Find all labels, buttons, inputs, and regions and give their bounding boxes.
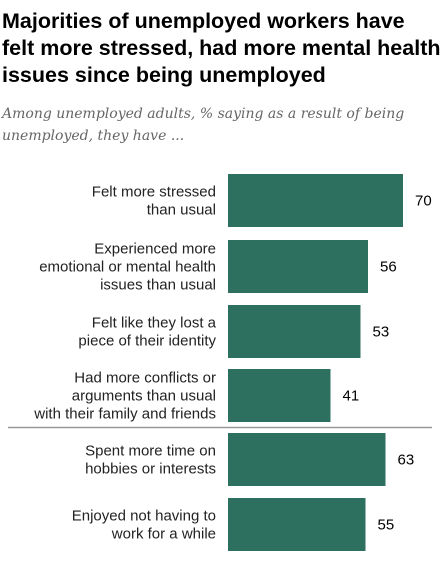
bar-chart: 70 Felt more stressed than usual 56 Experien… — [8, 174, 432, 551]
data-label: 70 — [415, 193, 432, 210]
data-label: 63 — [398, 452, 415, 469]
data-label: 53 — [373, 324, 390, 341]
category-label: Spent more time on hobbies or interests — [85, 443, 216, 478]
category-label: Enjoyed not having to work for a while — [72, 508, 216, 543]
bar — [228, 305, 361, 358]
chart-title: Majorities of unemployed workers have fe… — [2, 9, 441, 87]
data-label: 56 — [380, 259, 397, 276]
chart-subtitle: Among unemployed adults, % saying as a r… — [2, 106, 405, 144]
category-label: Felt like they lost a piece of their iden… — [78, 315, 216, 350]
bar — [228, 174, 403, 227]
bar — [228, 433, 386, 486]
category-label: Felt more stressed than usual — [92, 184, 216, 219]
bar — [228, 240, 368, 293]
bar — [228, 498, 366, 551]
data-label: 41 — [343, 388, 360, 405]
data-label: 55 — [378, 517, 395, 534]
category-label: Experienced more emotional or mental heal… — [39, 241, 216, 294]
bar — [228, 369, 331, 422]
category-label: Had more conflicts or arguments than usua… — [33, 370, 216, 423]
